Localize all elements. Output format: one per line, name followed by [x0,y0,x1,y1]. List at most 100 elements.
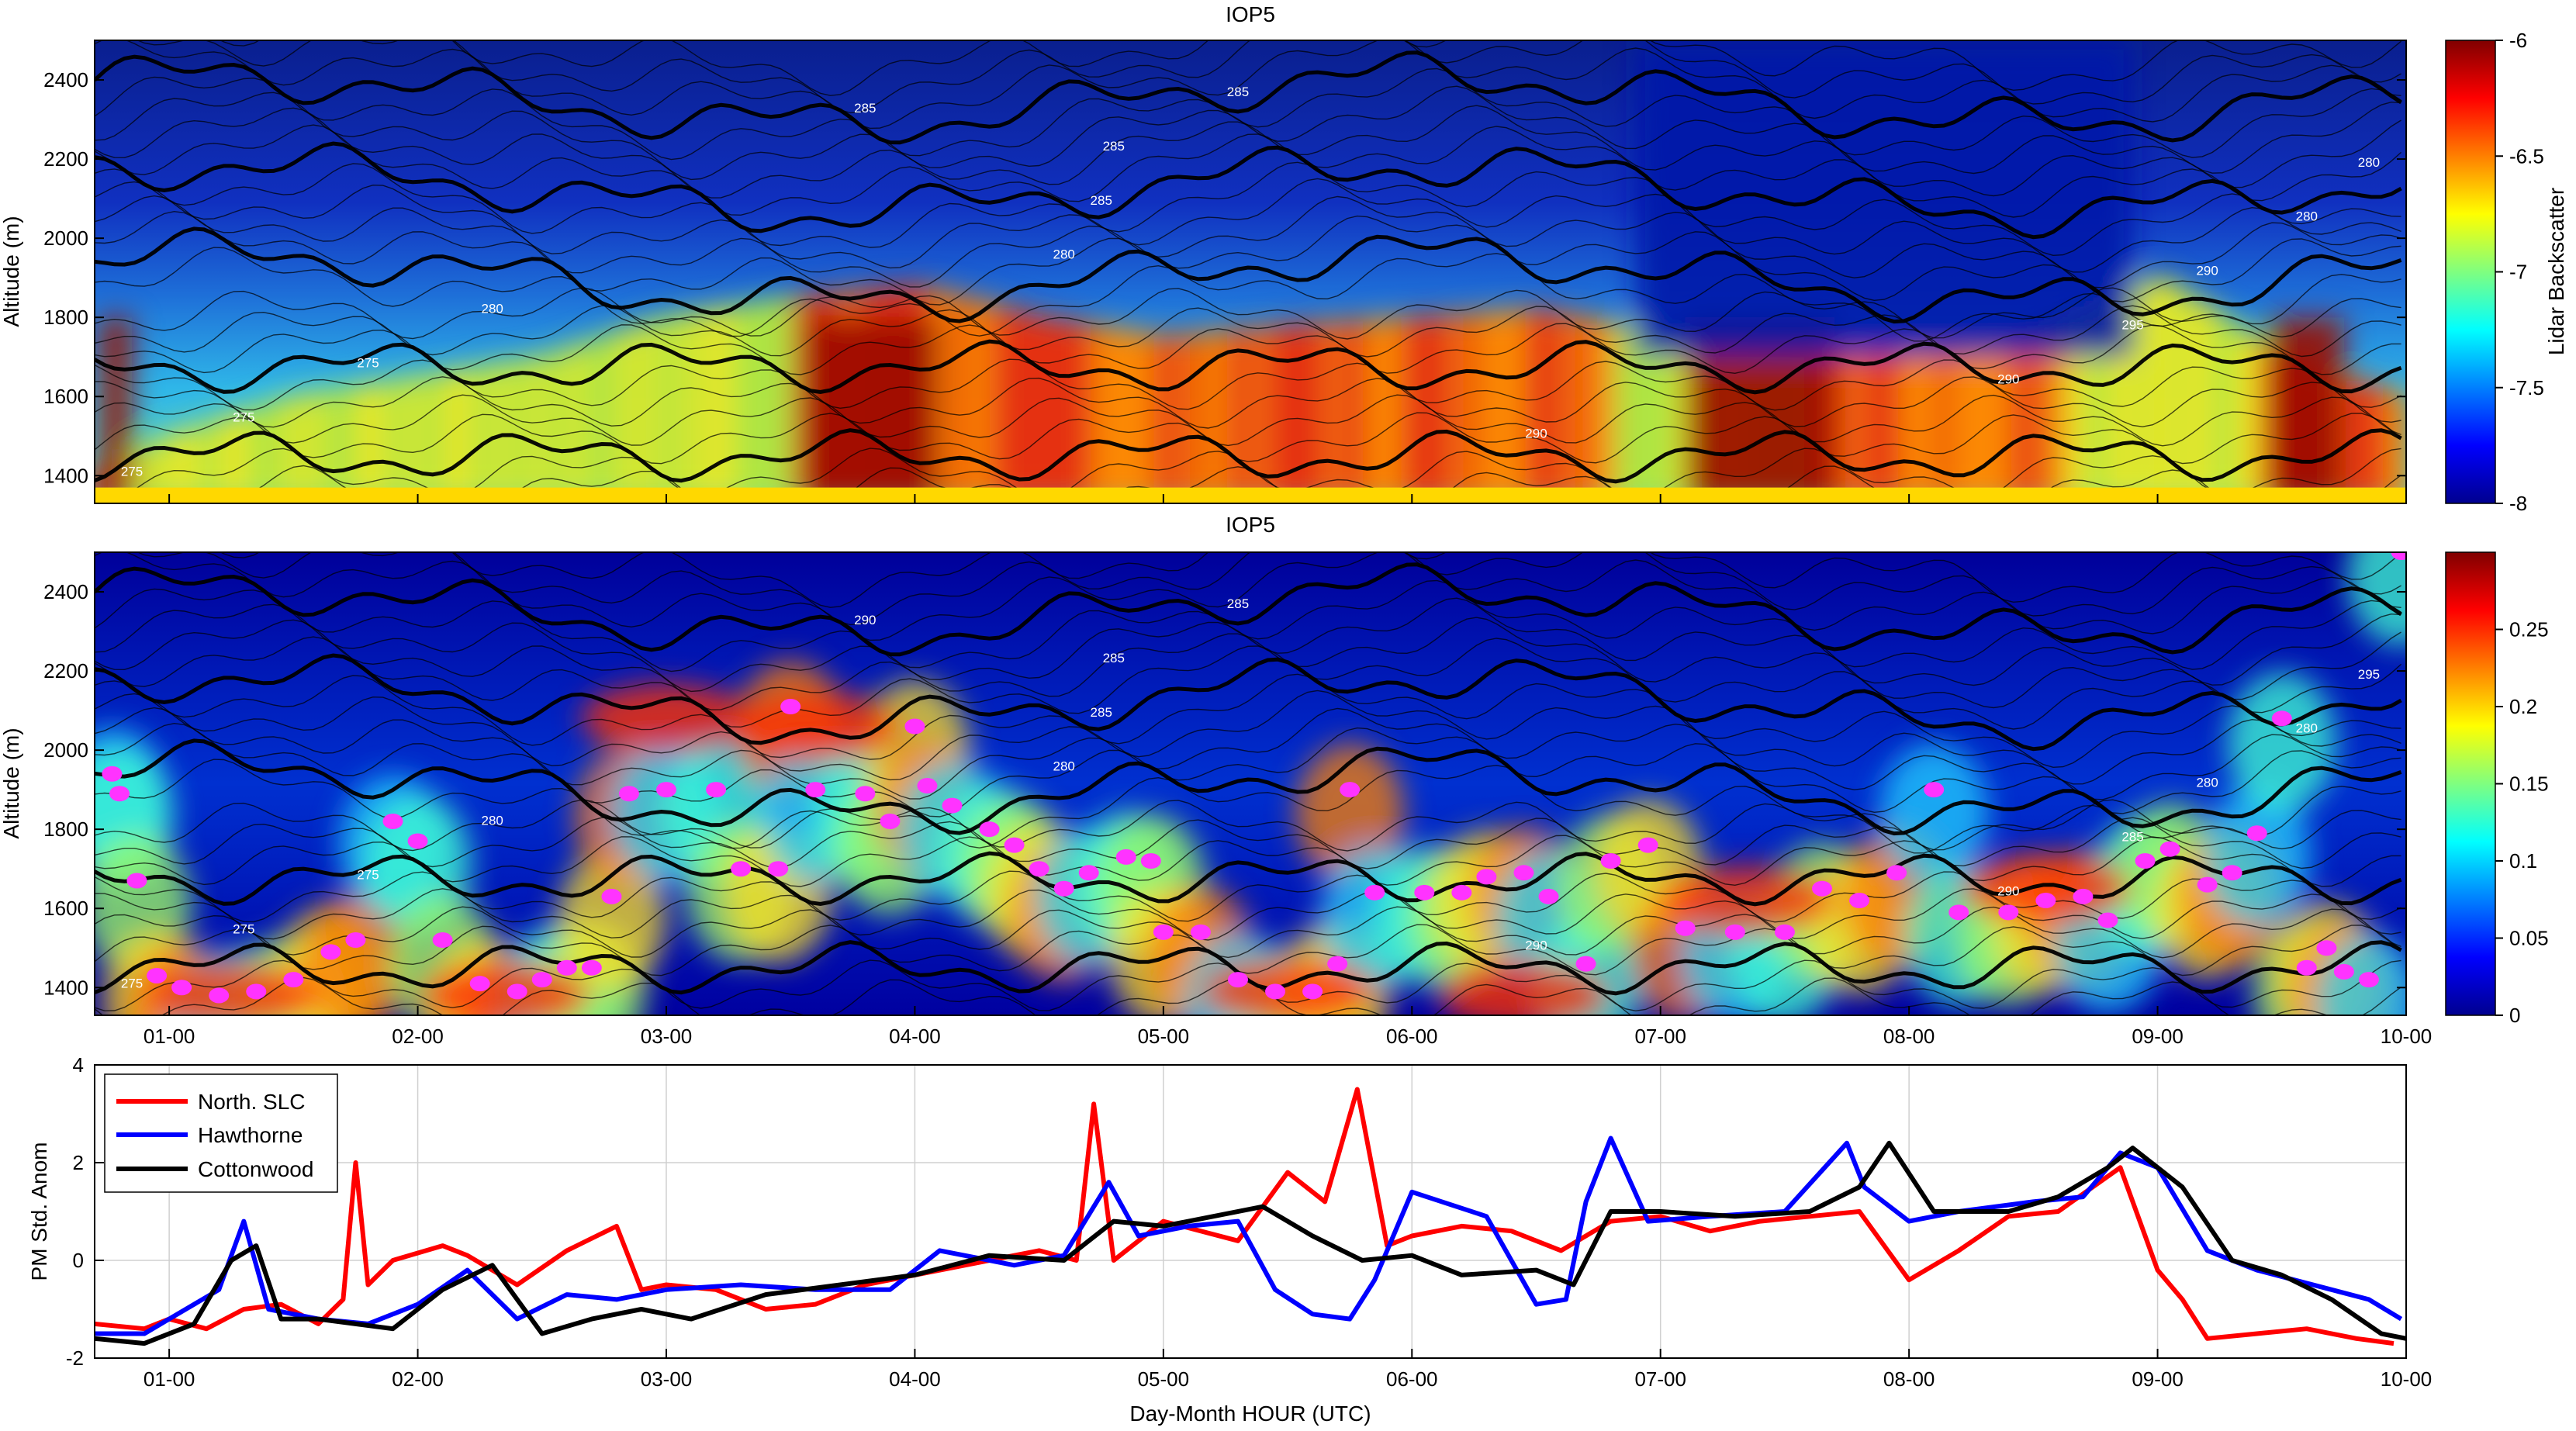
aerosol-height-marker [126,873,147,889]
isentrope-contour [95,178,2401,273]
aerosol-height-marker [432,932,453,949]
ytick-label: -2 [66,1346,84,1370]
contour-label: 285 [1091,705,1112,720]
aerosol-height-marker [1538,888,1559,904]
p2-hotspot [146,960,317,1015]
contour-label: 285 [854,101,876,116]
aerosol-height-marker [382,813,403,829]
aerosol-height-marker [320,944,341,960]
colorbar-tick-label: -8 [2509,492,2527,515]
colorbar-tick-label: 0.05 [2509,927,2549,950]
panel1-colorbar-label: Lidar Backscatter [2544,188,2568,355]
aerosol-height-marker [171,980,192,996]
ytick-label: 2400 [43,68,88,92]
aerosol-height-marker [1774,924,1795,940]
aerosol-height-marker [942,797,963,814]
colorbar-tick-label: -7.5 [2509,376,2544,399]
aerosol-height-marker [780,699,801,714]
panel2-axes [94,551,2407,1016]
panel2-ylabel: Altitude (m) [0,728,23,838]
isentrope-contour [95,759,2401,854]
isentrope-contour [95,579,2401,672]
p1-dense-aerosol [2269,317,2344,503]
aerosol-height-marker [2073,888,2094,904]
aerosol-height-marker [1886,865,1907,881]
ytick-label: 1800 [43,306,88,329]
p2-aerosol-cell [301,894,410,1015]
aerosol-height-marker [246,983,267,1000]
contour-label: 280 [2358,155,2380,170]
xtick-label: 08-00 [1883,1367,1935,1391]
xtick-label: 08-00 [1883,1025,1935,1048]
contour-label: 275 [357,867,379,882]
panel1-backscatter: IOP5 275 275 275 280 280 285 285 285 290 290 295 29… [0,2,2568,515]
legend: North. SLC Hawthorne Cottonwood [104,1073,338,1193]
xtick-label: 06-00 [1386,1367,1438,1391]
aerosol-height-marker [1078,865,1099,881]
ytick-label: 2000 [43,738,88,762]
aerosol-height-marker [979,821,1000,838]
isentrope-contour [95,562,2402,657]
panel2-title: IOP5 [1226,513,1275,537]
isentrope-contour [95,653,2402,752]
aerosol-height-marker [1227,972,1248,988]
colorbar-tick-label: -6 [2509,29,2527,52]
aerosol-height-marker [507,983,527,1000]
aerosol-height-marker [618,786,639,802]
contour-label: 280 [482,302,503,316]
contour-label: 275 [121,464,143,479]
p1-aerosol-cell [2382,392,2406,503]
ytick-label: 0 [73,1249,84,1272]
aerosol-height-marker [2333,963,2354,980]
aerosol-height-marker [2246,825,2267,842]
aerosol-height-marker [1575,956,1596,972]
panel3-ylabel: PM Std. Anom [27,1142,51,1281]
legend-label-cottonwood: Cottonwood [198,1157,313,1181]
aerosol-height-marker [2135,853,2156,869]
isentrope-contour [95,247,2401,342]
isentrope-contour [95,636,2402,730]
aerosol-height-marker [1340,782,1361,798]
aerosol-height-marker [345,932,366,949]
aerosol-height-marker [655,782,676,798]
aerosol-height-marker [102,766,123,782]
isentrope-contour [136,552,2401,626]
aerosol-height-marker [1004,837,1025,853]
isentrope-contour [95,195,2401,289]
isentrope-contour [95,67,2401,161]
aerosol-height-marker [2159,841,2180,857]
xtick-label: 05-00 [1138,1025,1190,1048]
xtick-label: 01-00 [143,1025,195,1048]
aerosol-height-marker [209,987,230,1004]
contour-label: 275 [357,355,379,370]
legend-label-north-slc: North. SLC [198,1090,306,1114]
aerosol-height-marker [1414,884,1435,900]
contour-label: 275 [233,410,254,424]
aerosol-height-marker [556,959,577,976]
isentrope-contour [95,141,2402,240]
xtick-label: 06-00 [1386,1025,1438,1048]
panel3-pm: 420-2 PM Std. Anom Day-Month HOUR (UTC) … [27,1053,2407,1426]
contour-label: 290 [1997,372,2019,386]
ytick-label: 1600 [43,385,88,408]
contour-label: 280 [1053,759,1074,774]
ytick-label: 2200 [43,659,88,683]
contour-label: 285 [1227,85,1249,99]
xtick-label: 10-00 [2381,1025,2433,1048]
contour-label: 275 [233,921,254,936]
aerosol-height-marker [1190,924,1211,940]
panel1-colorbar [2445,40,2496,504]
isentrope-contour [95,339,2402,395]
panel1-ylabel: Altitude (m) [0,216,23,327]
aerosol-height-marker [1265,983,1286,1000]
contour-label: 280 [2196,776,2218,790]
aerosol-height-marker [1998,904,2019,921]
p2-hotspot [580,683,752,754]
ytick-label: 1400 [43,976,88,999]
contour-label: 285 [1091,193,1112,208]
isentrope-contour [95,738,2402,836]
panel3-xlabel: Day-Month HOUR (UTC) [1129,1402,1371,1426]
aerosol-height-marker [283,972,304,988]
aerosol-height-marker [531,972,552,988]
